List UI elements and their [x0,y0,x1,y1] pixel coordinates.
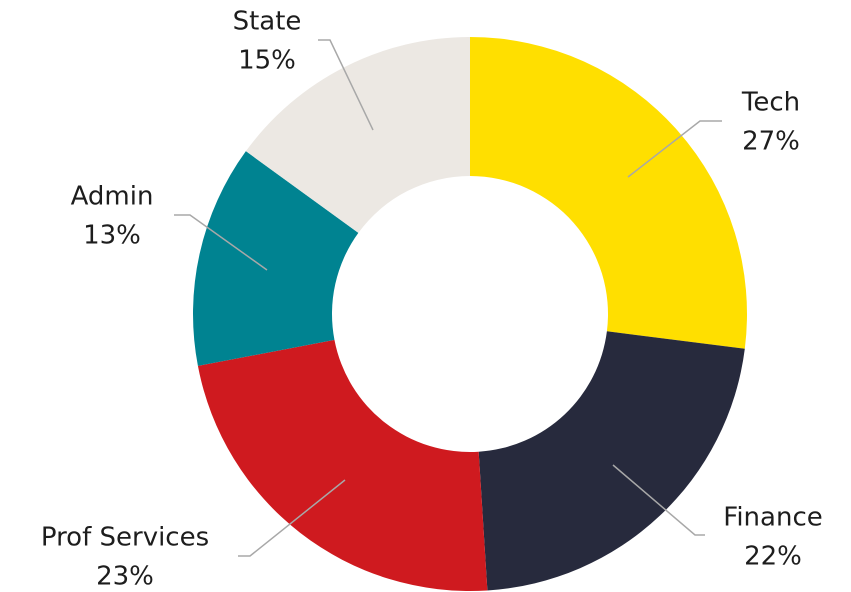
slice-label: Finance [723,503,822,533]
slice-label: Tech [741,88,800,118]
slice-label: State [233,7,302,37]
leader-line [612,464,705,536]
leader-lines [174,39,722,557]
donut-slice [245,37,470,233]
slice-label: Prof Services [41,523,209,553]
slice-value-label: 27% [742,127,800,157]
slice-value-label: 13% [83,221,141,251]
leader-line [627,120,722,178]
slice-value-label: 22% [744,542,802,572]
donut-slice [193,151,359,366]
leader-line [174,214,268,271]
slice-value-label: 23% [96,562,154,592]
leader-line [318,39,374,131]
slice-label: Admin [71,182,154,212]
leader-line [238,479,346,557]
donut-slice [197,339,488,592]
donut-slice [478,331,745,591]
donut-slice [470,37,748,349]
slice-value-label: 15% [238,46,296,76]
